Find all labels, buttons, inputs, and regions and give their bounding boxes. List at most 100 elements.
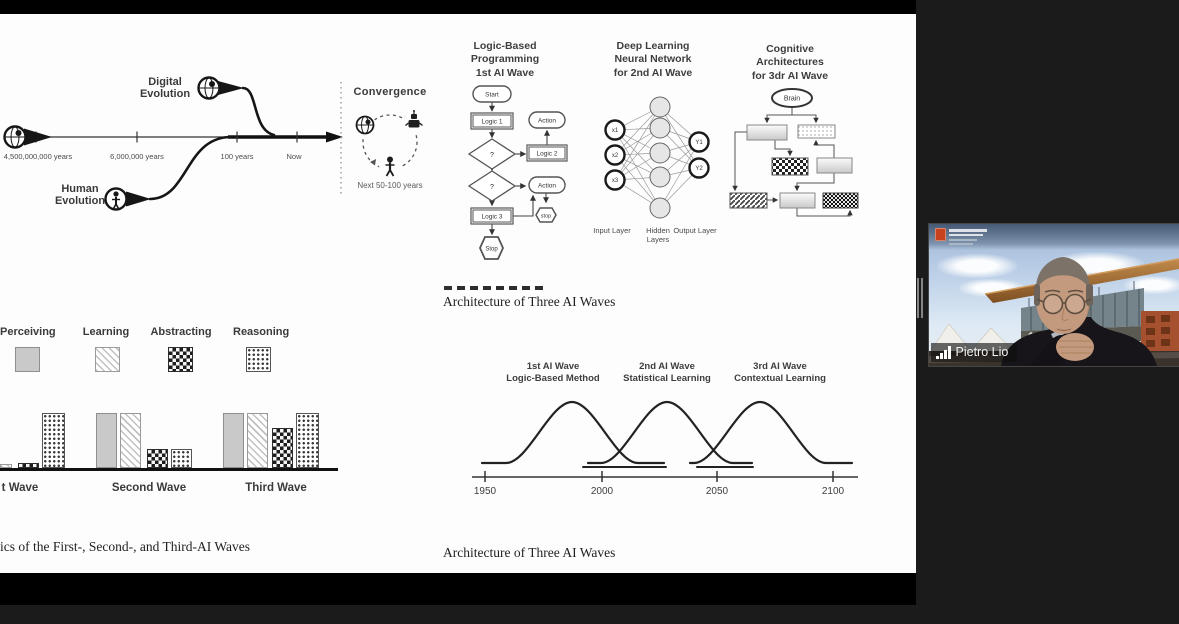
cognitive-connectors [732,107,853,217]
flowchart-connectors [488,102,551,236]
wave3-label: 3rd AI Wave Contextual Learning [734,361,826,385]
cognitive-brain-node [771,88,813,108]
bell-curve-wave1 [480,400,666,465]
caption-left: ics of the First-, Second-, and Third-AI… [0,539,250,554]
bar-secondwave-learning [120,413,141,468]
barchart-group3-label: Third Wave [245,482,307,494]
flowchart-node-logic1 [470,112,514,130]
participant-name: Pietro Lio [955,345,1009,359]
bell-curve-wave3 [688,400,854,465]
evolution-timeline-diagram [3,76,343,211]
convergence-title: Convergence [353,86,427,98]
flowchart-decision-1 [467,138,517,170]
digital-evolution-icon [197,76,244,100]
cognitive-box-checkered [771,157,809,176]
flowchart-node-logic3 [470,207,514,225]
digital-evolution-curve [241,86,276,137]
flowchart-node-logic2 [526,144,568,162]
nn-edges [614,106,700,209]
flowchart-start-label: Start [485,92,499,99]
bell-curves-plot [472,400,858,482]
person-hair-side-left [1034,284,1040,306]
bell-curve-wave2 [586,400,754,465]
person-glasses [1036,293,1092,315]
legend-perceiving-swatch [15,347,40,372]
hand-fingers [1059,340,1093,354]
convergence-cycle-diagram [354,110,425,177]
cognitive-architecture-diagram: Brain [729,88,859,217]
person-eyebrows [1044,289,1084,293]
bell-tick-2100: 2100 [821,486,845,497]
participant-video-tile[interactable]: Pietro Lio [928,223,1179,367]
timeline-arrowhead-icon [326,131,343,143]
nn-output-nodes [688,131,710,179]
flowchart-node-action-top [528,111,566,129]
timeline-tick-3: Now [286,152,302,161]
wave2-label: 2nd AI Wave Statistical Learning [623,361,711,385]
bar-firstwave-learning [0,464,12,468]
robot-icon [403,110,425,134]
person-nose [1061,307,1069,321]
convergence-caption: Next 50-100 years [357,181,423,190]
nn-input-layer-label: Input Layer [593,226,631,235]
cognitive-box-darkcheck [822,192,859,209]
nn-input1-label: x1 [612,128,619,134]
timeline-tick-1: 6,000,000 years [110,152,164,161]
presentation-slide: Digital Evolution Human Evolution [0,14,916,573]
cambridge-banner [929,224,1179,250]
logo-text-line [949,229,987,232]
shared-screen-region: Digital Evolution Human Evolution [0,0,916,605]
flowchart-decision-2 [467,170,517,202]
bell-curves [480,400,854,468]
legend-reasoning-label: Reasoning [233,326,290,338]
timeline-tick-0: 4,500,000,000 years [3,152,73,161]
flowchart-logic2-label: Logic 2 [537,151,558,158]
caption-right: Architecture of Three AI Waves [443,545,616,560]
earth-origin-icon [3,125,52,149]
bell-axis [472,471,858,482]
flowchart-action-mid-label: Action [538,183,556,190]
cycle-arrowhead-icon [370,159,376,166]
legend-perceiving-label: Perceiving [0,326,56,338]
bar-firstwave-reasoning [42,413,65,468]
audio-level-icon [936,345,951,359]
human-evolution-icon [104,187,151,211]
cognitive-architecture-title: Cognitive Architectures for 3dr AI Wave [751,43,829,82]
nn-output2-label: Y2 [695,166,703,172]
legend-abstracting-swatch [168,347,193,372]
human-evolution-label: Human Evolution [54,183,106,208]
participant-name-tag: Pietro Lio [931,343,1018,362]
wave1-label: 1st AI Wave Logic-Based Method [506,361,600,385]
cognitive-box-plain-2 [816,157,853,174]
flowchart-node-start [472,85,512,103]
nn-hidden-nodes [649,96,671,219]
globe-icon [354,114,376,136]
flowchart-title: Logic-Based Programming 1st AI Wave [470,40,540,79]
bar-thirdwave-reasoning [296,413,319,468]
neural-network-title: Deep Learning Neural Network for 2nd AI … [613,40,693,79]
nn-input3-label: x3 [612,178,619,184]
bell-tick-1950: 1950 [473,486,497,497]
timeline-tick-2: 100 years [220,152,254,161]
logo-text-line [949,239,977,241]
nn-input-nodes [604,119,626,191]
bar-firstwave-abstracting [18,463,39,468]
flowchart-q2-label: ? [490,184,494,191]
panel-resize-handle[interactable] [917,278,923,318]
neural-network-diagram: x1 x2 x3 Y1 Y2 [604,96,710,219]
cognitive-box-dotted [797,124,836,139]
flowchart-action-top-label: Action [538,118,556,125]
participant-person [1001,257,1157,366]
legend-reasoning-swatch [246,347,271,372]
flowchart-logic1-label: Logic 1 [482,119,503,126]
convergence-dashed-circle [362,114,418,170]
legend-abstracting-label: Abstracting [150,326,212,338]
bar-thirdwave-learning [247,413,268,468]
person-head [1036,266,1090,334]
bar-chart-axis [0,468,338,471]
logic-flowchart-diagram: Start Logic 1 Action ? Logic 2 ? Action … [467,85,568,260]
flowchart-node-logic2-inner [528,146,566,160]
person-icon [379,154,401,177]
cognitive-brain-label: Brain [784,96,800,103]
